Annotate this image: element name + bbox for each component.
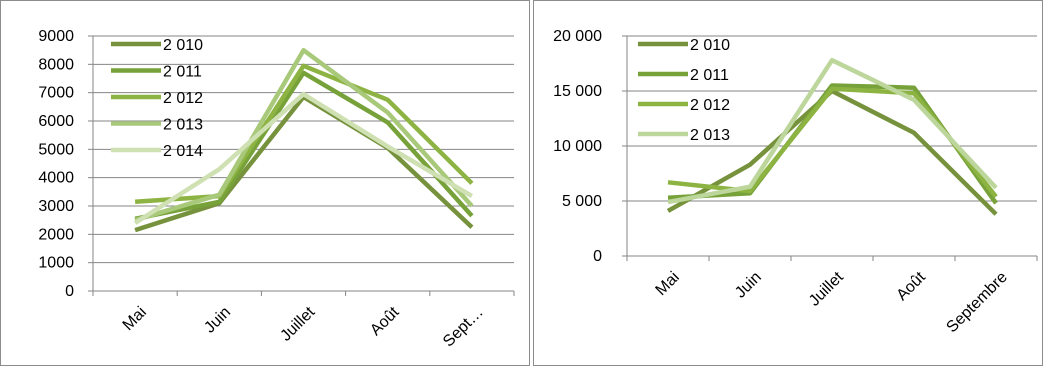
series-line: [133, 91, 474, 225]
y-tick-label: 0: [593, 248, 602, 265]
chart-panel-left: 0 1000 2000 3000 4000 5000 6000 7000 8000 9000 Mai…: [0, 0, 530, 366]
legend-label: 2 013: [690, 127, 730, 144]
x-tick-label: Juin: [732, 269, 765, 302]
series-line: [134, 70, 474, 222]
legend-label: 2 010: [163, 37, 203, 54]
line-chart-left: 0 1000 2000 3000 4000 5000 6000 7000 8000 9000 Mai…: [38, 28, 515, 351]
y-tick-label: 20 000: [553, 28, 602, 45]
y-tick-label: 9000: [38, 28, 74, 45]
x-tick-label: Sept…: [440, 304, 487, 351]
x-tick-label: Septembre: [943, 269, 1010, 336]
y-tick-label: 2000: [38, 226, 74, 243]
series-line: [134, 47, 474, 223]
line-chart-right: 0 5 000 10 000 15 000 20 000 Mai Juin Juillet Ao…: [553, 28, 1038, 336]
x-tick-label: Juillet: [806, 268, 847, 309]
y-tick-label: 7000: [38, 85, 74, 102]
y-tick-label: 8000: [38, 56, 74, 73]
legend-label: 2 012: [163, 90, 203, 107]
legend-label: 2 014: [163, 143, 203, 160]
y-tick-label: 6000: [38, 113, 74, 130]
legend-label: 2 010: [690, 37, 730, 54]
series-line: [667, 57, 998, 205]
y-tick-label: 0: [65, 283, 74, 300]
x-tick-label: Mai: [120, 304, 150, 334]
y-tick-label: 10 000: [553, 138, 602, 155]
y-tick-label: 5 000: [562, 193, 602, 210]
x-tick-label: Juillet: [277, 303, 318, 344]
legend-label: 2 011: [163, 64, 202, 81]
x-tick-label: Juin: [201, 304, 234, 337]
y-tick-label: 15 000: [553, 83, 602, 100]
chart-panel-right: 0 5 000 10 000 15 000 20 000 Mai Juin Juillet Ao…: [533, 0, 1043, 366]
x-tick-label: Août: [367, 303, 403, 339]
legend-label: 2 012: [690, 97, 730, 114]
series-line: [134, 63, 474, 205]
legend-label: 2 011: [690, 67, 729, 84]
y-tick-label: 3000: [38, 198, 74, 215]
y-tick-label: 1000: [38, 255, 74, 272]
y-tick-label: 5000: [38, 141, 74, 158]
x-tick-label: Août: [894, 268, 930, 304]
x-tick-label: Mai: [653, 269, 683, 299]
legend-label: 2 013: [163, 117, 203, 134]
y-tick-label: 4000: [38, 170, 74, 187]
